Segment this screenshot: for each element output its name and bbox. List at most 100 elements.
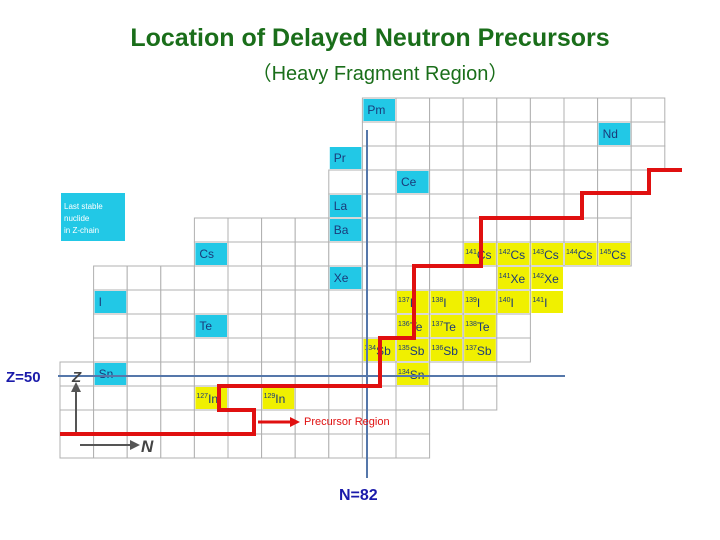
grid-cell <box>563 169 599 195</box>
grid-cell <box>227 337 263 363</box>
stable-nuclide-label: Cs <box>199 247 214 261</box>
precursor-label: 136Sb <box>432 344 459 358</box>
grid-cell <box>261 289 296 315</box>
grid-cell <box>529 121 565 147</box>
grid-cell <box>429 241 464 267</box>
precursor-label: 140I <box>499 296 514 310</box>
grid-cell <box>227 385 263 411</box>
grid-cell <box>227 265 263 291</box>
grid-cell <box>193 409 229 435</box>
grid-cell <box>126 337 162 363</box>
grid-cell <box>93 313 128 339</box>
stable-nuclide-cell <box>397 171 429 193</box>
grid-cell <box>294 217 330 243</box>
grid-cell <box>294 409 330 435</box>
grid-cell <box>429 145 464 171</box>
grid-cell <box>462 169 498 195</box>
grid-cell <box>193 265 229 291</box>
grid-cell <box>294 337 330 363</box>
grid-cell <box>93 337 128 363</box>
stable-nuclide-label: I <box>99 295 102 309</box>
precursor-cell <box>598 243 631 265</box>
grid-cell <box>462 385 498 411</box>
stable-nuclide-cell <box>94 363 127 385</box>
precursor-label: 129In <box>264 392 286 406</box>
precursor-label: 143Cs <box>532 248 558 262</box>
grid-cell <box>529 217 565 243</box>
grid-cell <box>597 217 632 243</box>
grid-cell <box>261 241 296 267</box>
precursor-cell <box>397 339 429 361</box>
stable-nuclide-label: Sn <box>99 367 114 381</box>
grid-cell <box>328 433 363 459</box>
grid-cell <box>429 97 464 123</box>
grid-cell <box>294 241 330 267</box>
grid-cell <box>462 361 498 387</box>
grid-cell <box>395 433 431 459</box>
precursor-label: 144Cs <box>566 248 592 262</box>
grid-cell <box>59 361 95 387</box>
grid-cell <box>126 313 162 339</box>
grid-cell <box>294 265 330 291</box>
precursor-cell <box>397 363 429 385</box>
grid-cell <box>227 409 263 435</box>
grid-cell <box>563 121 599 147</box>
stable-nuclide-cell <box>329 219 362 241</box>
grid-cell <box>328 337 363 363</box>
grid-cell <box>193 337 229 363</box>
grid-cell <box>328 241 363 267</box>
legend-line: in Z-chain <box>64 226 99 235</box>
n-axis-label: N <box>141 437 154 456</box>
stable-nuclide-cell <box>329 147 362 169</box>
subtitle: （Heavy Fragment Region） <box>251 63 509 85</box>
grid-cell <box>328 361 363 387</box>
grid-cell <box>160 265 195 291</box>
grid-cell <box>193 217 229 243</box>
grid-cell <box>395 193 431 219</box>
stable-nuclide-label: La <box>334 199 348 213</box>
precursor-cell <box>430 339 463 361</box>
grid-cell <box>395 121 431 147</box>
grid-cell <box>126 385 162 411</box>
precursor-cell <box>262 387 295 409</box>
grid-cell <box>462 121 498 147</box>
precursor-label: 137Sb <box>465 344 492 358</box>
grid-cell <box>496 169 531 195</box>
grid-cell <box>395 145 431 171</box>
precursor-label: 127In <box>196 392 218 406</box>
precursor-cell <box>497 243 530 265</box>
grid-cell <box>160 361 195 387</box>
precursor-cell <box>464 339 496 361</box>
stable-nuclide-label: Pr <box>334 151 346 165</box>
title: Location of Delayed Neutron Precursors <box>130 24 610 52</box>
grid-cell <box>496 193 531 219</box>
grid-cell <box>429 265 464 291</box>
grid-cell <box>462 193 498 219</box>
grid-cell <box>261 217 296 243</box>
grid-cell <box>294 361 330 387</box>
grid-cell <box>496 313 531 339</box>
precursor-label: 138Te <box>465 320 490 334</box>
stable-nuclide-cell <box>329 267 362 289</box>
grid-cell <box>328 385 363 411</box>
legend-line: Last stable <box>64 202 103 211</box>
grid-cell <box>597 193 632 219</box>
grid-cell <box>395 241 431 267</box>
grid-cell <box>227 361 263 387</box>
grid-cell <box>496 121 531 147</box>
stable-nuclide-label: Nd <box>603 127 618 141</box>
grid-cell <box>395 97 431 123</box>
precursor-boundary <box>60 168 682 436</box>
grid-cell <box>429 169 464 195</box>
grid-cell <box>261 433 296 459</box>
grid-cell <box>227 433 263 459</box>
grid-cell <box>193 289 229 315</box>
grid-cell <box>294 313 330 339</box>
n-axis-arrowhead <box>130 440 140 450</box>
grid-cell <box>261 337 296 363</box>
stable-nuclide-cell <box>329 195 362 217</box>
grid-cell <box>193 433 229 459</box>
grid-cell <box>294 385 330 411</box>
grid-cell <box>294 433 330 459</box>
